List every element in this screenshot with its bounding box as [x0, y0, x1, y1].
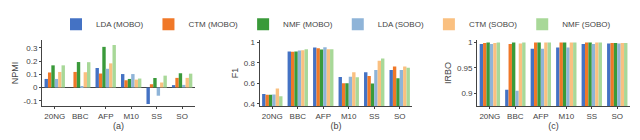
svg-text:M10: M10: [123, 112, 139, 121]
svg-text:M10: M10: [341, 112, 357, 121]
svg-text:0.2: 0.2: [26, 57, 38, 66]
svg-text:BBC: BBC: [72, 112, 89, 121]
svg-text:F1: F1: [230, 68, 240, 79]
svg-text:SO: SO: [611, 112, 623, 121]
svg-text:M10: M10: [559, 112, 575, 121]
svg-text:CTM (SOBO): CTM (SOBO): [469, 20, 517, 29]
svg-text:1: 1: [468, 38, 473, 47]
svg-text:-0.1: -0.1: [24, 97, 38, 106]
svg-text:(a): (a): [113, 121, 124, 131]
svg-text:0.3: 0.3: [26, 44, 38, 53]
svg-text:IRBO: IRBO: [443, 62, 453, 84]
svg-text:BBC: BBC: [507, 112, 524, 121]
svg-text:0: 0: [33, 83, 38, 92]
svg-text:SS: SS: [586, 112, 597, 121]
svg-text:0.9: 0.9: [461, 89, 473, 98]
svg-text:CTM (MOBO): CTM (MOBO): [188, 20, 238, 29]
svg-text:AFP: AFP: [98, 112, 114, 121]
svg-text:BBC: BBC: [290, 112, 307, 121]
svg-text:SS: SS: [151, 112, 162, 121]
svg-text:NMF (SOBO): NMF (SOBO): [562, 20, 610, 29]
svg-text:20NG: 20NG: [262, 112, 283, 121]
svg-text:AFP: AFP: [315, 112, 331, 121]
svg-text:LDA (SOBO): LDA (SOBO): [378, 20, 424, 29]
svg-text:LDA (MOBO): LDA (MOBO): [96, 20, 143, 29]
svg-text:1: 1: [251, 38, 256, 47]
svg-text:0.95: 0.95: [457, 64, 473, 73]
svg-text:SO: SO: [176, 112, 188, 121]
svg-text:0.6: 0.6: [244, 79, 256, 88]
svg-text:AFP: AFP: [533, 112, 549, 121]
svg-text:0.1: 0.1: [26, 70, 38, 79]
svg-text:(c): (c): [548, 121, 559, 131]
svg-text:20NG: 20NG: [479, 112, 500, 121]
svg-text:SO: SO: [394, 112, 406, 121]
svg-text:SS: SS: [369, 112, 380, 121]
svg-text:0.8: 0.8: [244, 58, 256, 67]
svg-text:NMF (MOBO): NMF (MOBO): [283, 20, 333, 29]
svg-text:NPMI: NPMI: [10, 62, 20, 85]
svg-text:0.4: 0.4: [244, 100, 256, 109]
svg-text:(b): (b): [331, 121, 342, 131]
svg-text:20NG: 20NG: [44, 112, 65, 121]
